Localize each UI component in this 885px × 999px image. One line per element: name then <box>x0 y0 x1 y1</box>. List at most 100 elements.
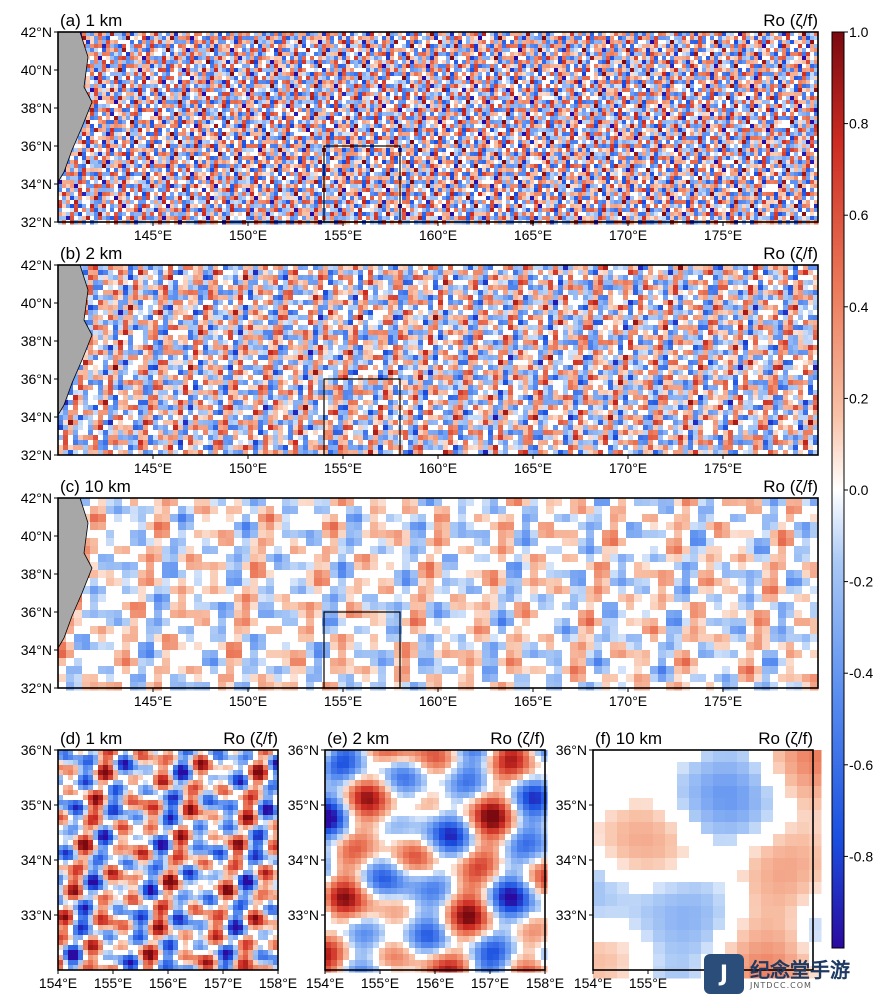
ro-cell <box>598 76 603 81</box>
ro-cell <box>390 48 395 53</box>
ro-cell <box>582 40 587 45</box>
ro-cell <box>618 132 623 137</box>
ro-cell <box>670 100 675 105</box>
ro-cell <box>502 96 507 101</box>
ro-cell <box>466 92 471 97</box>
ro-cell <box>478 100 483 105</box>
ro-cell <box>794 60 799 65</box>
ro-cell <box>806 40 811 45</box>
ro-cell <box>586 124 591 129</box>
ro-cell <box>138 52 143 57</box>
ro-cell <box>518 56 523 61</box>
ro-cell <box>458 108 463 113</box>
ro-cell <box>454 84 459 89</box>
ro-cell <box>130 116 135 121</box>
ro-cell <box>682 112 687 117</box>
ro-cell <box>402 80 407 85</box>
ro-cell <box>134 84 139 89</box>
ro-cell <box>582 96 587 101</box>
ro-cell <box>190 136 195 141</box>
ro-cell <box>98 76 103 81</box>
ro-cell <box>530 100 535 105</box>
ro-cell <box>146 72 151 77</box>
ro-cell <box>174 112 179 117</box>
ro-cell <box>618 96 623 101</box>
ro-cell <box>790 96 795 101</box>
ro-cell <box>218 112 223 117</box>
ro-cell <box>698 36 703 41</box>
ro-cell <box>602 112 607 117</box>
ro-cell <box>494 68 499 73</box>
ro-cell <box>222 64 227 69</box>
ro-cell <box>686 76 691 81</box>
ro-cell <box>606 88 611 93</box>
ro-cell <box>618 56 623 61</box>
ro-cell <box>242 60 247 65</box>
ro-cell <box>798 44 803 49</box>
ro-cell <box>758 72 763 77</box>
ro-cell <box>110 104 115 109</box>
ro-cell <box>602 128 607 133</box>
ro-cell <box>122 56 127 61</box>
ro-cell <box>282 104 287 109</box>
ro-cell <box>498 52 503 57</box>
ro-cell <box>310 72 315 77</box>
ro-cell <box>178 96 183 101</box>
ro-cell <box>678 52 683 57</box>
ro-cell <box>694 100 699 105</box>
ro-cell <box>446 100 451 105</box>
ro-cell <box>514 124 519 129</box>
ro-cell <box>606 72 611 77</box>
ro-cell <box>154 52 159 57</box>
ro-cell <box>786 128 791 133</box>
ro-cell <box>766 88 771 93</box>
ro-cell <box>302 60 307 65</box>
ro-cell <box>322 100 327 105</box>
ro-cell <box>218 116 223 121</box>
ro-cell <box>730 84 735 89</box>
ro-cell <box>374 124 379 129</box>
ro-cell <box>758 48 763 53</box>
ro-cell <box>102 68 107 73</box>
ro-cell <box>694 96 699 101</box>
ro-cell <box>598 112 603 117</box>
ro-cell <box>478 104 483 109</box>
ro-cell <box>566 76 571 81</box>
ro-cell <box>670 120 675 125</box>
ro-cell <box>426 108 431 113</box>
ro-cell <box>122 108 127 113</box>
ro-cell <box>198 80 203 85</box>
ro-cell <box>310 68 315 73</box>
ro-cell <box>646 92 651 97</box>
ro-cell <box>246 52 251 57</box>
ro-cell <box>334 68 339 73</box>
ro-cell <box>790 116 795 121</box>
ro-cell <box>622 48 627 53</box>
ro-cell <box>702 88 707 93</box>
ro-cell <box>694 132 699 137</box>
ro-cell <box>142 56 147 61</box>
ro-cell <box>586 68 591 73</box>
ro-cell <box>586 60 591 65</box>
ro-cell <box>754 48 759 53</box>
ro-cell <box>454 96 459 101</box>
ro-cell <box>214 92 219 97</box>
ro-cell <box>442 92 447 97</box>
ro-cell <box>310 116 315 121</box>
ro-cell <box>366 52 371 57</box>
ro-cell <box>770 128 775 133</box>
ro-cell <box>802 48 807 53</box>
ro-cell <box>82 136 87 141</box>
ro-cell <box>146 56 151 61</box>
ro-cell <box>626 64 631 69</box>
ro-cell <box>718 92 723 97</box>
ro-cell <box>698 84 703 89</box>
ro-cell <box>242 100 247 105</box>
ro-cell <box>134 124 139 129</box>
ro-cell <box>106 136 111 141</box>
ro-cell <box>774 68 779 73</box>
ro-cell <box>282 52 287 57</box>
ro-cell <box>602 68 607 73</box>
ro-cell <box>322 104 327 109</box>
ro-cell <box>570 120 575 125</box>
